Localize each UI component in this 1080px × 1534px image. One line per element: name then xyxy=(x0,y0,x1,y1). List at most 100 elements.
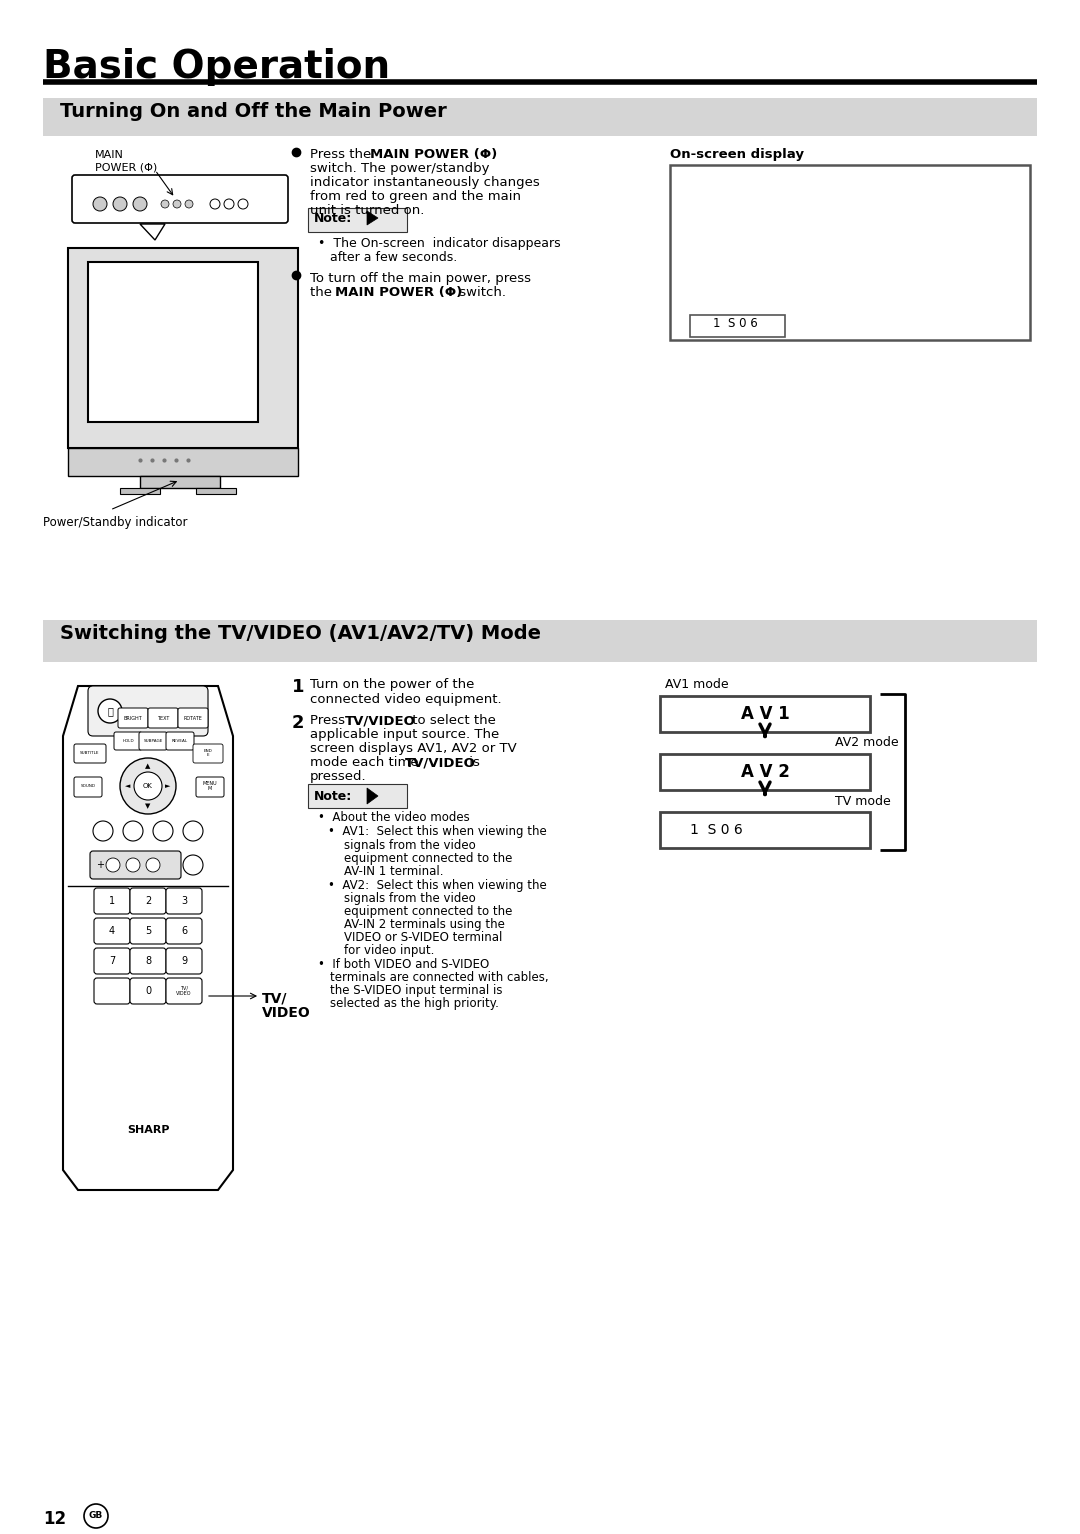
Circle shape xyxy=(183,854,203,874)
Text: ROTATE: ROTATE xyxy=(184,715,202,721)
Bar xyxy=(690,314,785,337)
Text: Power/Standby indicator: Power/Standby indicator xyxy=(43,515,188,529)
Text: applicable input source. The: applicable input source. The xyxy=(310,729,499,741)
FancyBboxPatch shape xyxy=(166,948,202,974)
Circle shape xyxy=(123,821,143,841)
Text: ▼: ▼ xyxy=(146,802,151,808)
Circle shape xyxy=(113,196,127,212)
FancyBboxPatch shape xyxy=(308,209,407,232)
Text: 1: 1 xyxy=(109,896,116,907)
Text: END
E: END E xyxy=(204,749,213,758)
Text: 4: 4 xyxy=(109,927,116,936)
Text: mode each time: mode each time xyxy=(310,756,423,769)
Circle shape xyxy=(93,196,107,212)
FancyBboxPatch shape xyxy=(193,744,222,762)
Text: from red to green and the main: from red to green and the main xyxy=(310,190,521,202)
Text: SUBTITLE: SUBTITLE xyxy=(80,752,99,755)
Text: A V 2: A V 2 xyxy=(741,762,789,781)
FancyBboxPatch shape xyxy=(87,686,208,736)
Text: AV1 mode: AV1 mode xyxy=(665,678,729,690)
FancyBboxPatch shape xyxy=(308,784,407,808)
FancyBboxPatch shape xyxy=(195,778,224,798)
Text: screen displays AV1, AV2 or TV: screen displays AV1, AV2 or TV xyxy=(310,742,516,755)
Text: ►: ► xyxy=(165,782,171,788)
Text: 1: 1 xyxy=(292,678,305,696)
FancyBboxPatch shape xyxy=(130,917,166,943)
Text: ⏻: ⏻ xyxy=(107,706,113,716)
Text: TV/
VIDEO: TV/ VIDEO xyxy=(176,986,192,997)
FancyBboxPatch shape xyxy=(90,851,181,879)
FancyBboxPatch shape xyxy=(130,888,166,914)
Text: equipment connected to the: equipment connected to the xyxy=(345,851,512,865)
Text: Press: Press xyxy=(310,713,349,727)
Text: ◄: ◄ xyxy=(125,782,131,788)
Text: MAIN POWER (Φ): MAIN POWER (Φ) xyxy=(335,285,462,299)
Text: Switching the TV/VIDEO (AV1/AV2/TV) Mode: Switching the TV/VIDEO (AV1/AV2/TV) Mode xyxy=(60,624,541,643)
FancyBboxPatch shape xyxy=(166,732,194,750)
FancyBboxPatch shape xyxy=(166,917,202,943)
Text: ▲: ▲ xyxy=(146,762,151,769)
Text: GB: GB xyxy=(89,1511,103,1520)
Bar xyxy=(660,755,870,790)
Text: Note:: Note: xyxy=(314,212,352,224)
Bar xyxy=(660,696,870,732)
Circle shape xyxy=(183,821,203,841)
Polygon shape xyxy=(367,212,378,225)
Bar xyxy=(87,262,258,422)
Text: 2: 2 xyxy=(292,713,305,732)
Text: SOUND: SOUND xyxy=(81,784,95,788)
FancyBboxPatch shape xyxy=(94,888,130,914)
FancyBboxPatch shape xyxy=(139,732,167,750)
Bar xyxy=(43,620,1037,663)
Circle shape xyxy=(120,758,176,815)
Text: VIDEO or S-VIDEO terminal: VIDEO or S-VIDEO terminal xyxy=(345,931,502,943)
Text: On-screen display: On-screen display xyxy=(670,147,804,161)
Text: BRIGHT: BRIGHT xyxy=(123,715,143,721)
Text: 8: 8 xyxy=(145,956,151,966)
Circle shape xyxy=(106,858,120,871)
Text: switch.: switch. xyxy=(455,285,507,299)
Text: terminals are connected with cables,: terminals are connected with cables, xyxy=(330,971,549,983)
Text: •  AV2:  Select this when viewing the: • AV2: Select this when viewing the xyxy=(328,879,546,891)
Text: 0: 0 xyxy=(145,986,151,996)
Text: 7: 7 xyxy=(109,956,116,966)
Text: TV/: TV/ xyxy=(262,991,287,1005)
FancyBboxPatch shape xyxy=(75,778,102,798)
Text: Turn on the power of the: Turn on the power of the xyxy=(310,678,474,690)
Text: Press the: Press the xyxy=(310,147,376,161)
Circle shape xyxy=(133,196,147,212)
Text: MAIN: MAIN xyxy=(95,150,124,160)
Text: AV-IN 1 terminal.: AV-IN 1 terminal. xyxy=(345,865,444,877)
Bar xyxy=(68,249,298,448)
Circle shape xyxy=(173,199,181,209)
Circle shape xyxy=(153,821,173,841)
Text: A V 1: A V 1 xyxy=(741,706,789,723)
FancyBboxPatch shape xyxy=(118,709,148,729)
Text: To turn off the main power, press: To turn off the main power, press xyxy=(310,272,531,285)
Text: POWER (Φ): POWER (Φ) xyxy=(95,163,158,172)
FancyBboxPatch shape xyxy=(94,948,130,974)
Text: switch. The power/standby: switch. The power/standby xyxy=(310,163,489,175)
Text: after a few seconds.: after a few seconds. xyxy=(330,252,457,264)
Text: •  About the video modes: • About the video modes xyxy=(318,811,470,824)
Text: indicator instantaneously changes: indicator instantaneously changes xyxy=(310,176,540,189)
Text: connected video equipment.: connected video equipment. xyxy=(310,693,501,706)
FancyBboxPatch shape xyxy=(166,888,202,914)
Bar xyxy=(43,98,1037,137)
Text: •  AV1:  Select this when viewing the: • AV1: Select this when viewing the xyxy=(328,825,546,838)
FancyBboxPatch shape xyxy=(166,979,202,1003)
Text: is: is xyxy=(465,756,480,769)
FancyBboxPatch shape xyxy=(130,948,166,974)
Text: MENU
M: MENU M xyxy=(203,781,217,792)
FancyBboxPatch shape xyxy=(148,709,178,729)
Text: signals from the video: signals from the video xyxy=(345,839,476,851)
Text: Note:: Note: xyxy=(314,790,352,802)
Bar xyxy=(195,488,237,494)
Bar xyxy=(68,448,298,476)
Text: TV mode: TV mode xyxy=(835,795,891,808)
Text: pressed.: pressed. xyxy=(310,770,366,782)
Text: REVEAL: REVEAL xyxy=(172,739,188,742)
Circle shape xyxy=(185,199,193,209)
Text: unit is turned on.: unit is turned on. xyxy=(310,204,424,216)
FancyBboxPatch shape xyxy=(94,917,130,943)
